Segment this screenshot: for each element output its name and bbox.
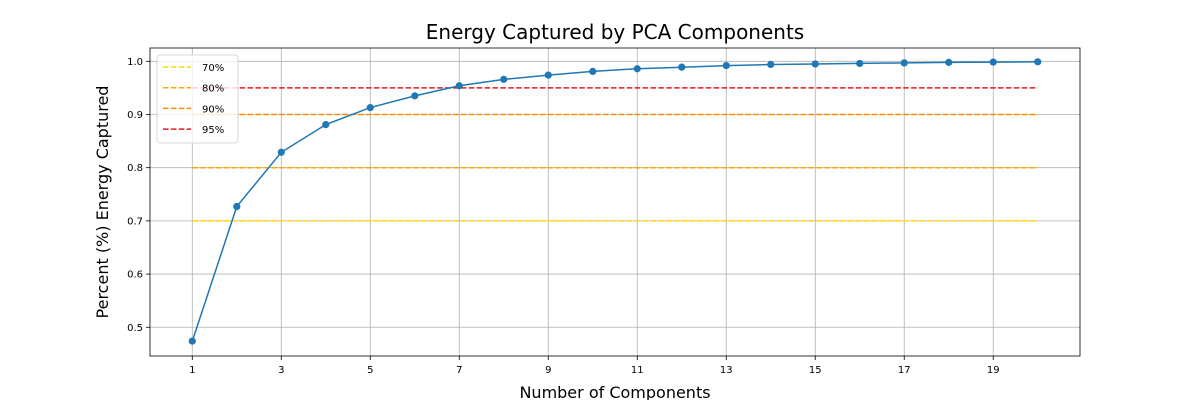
grid — [150, 48, 1080, 356]
y-tick-label: 0.8 — [127, 163, 143, 174]
data-point — [544, 71, 552, 79]
x-tick-label: 1 — [189, 365, 195, 376]
data-point — [678, 63, 686, 71]
legend: 70% 80% 90% 95% — [156, 54, 239, 144]
y-axis-ticks: 0.5 0.6 0.7 0.8 0.9 1.0 — [127, 57, 150, 334]
data-point — [233, 202, 241, 211]
data-point — [589, 67, 597, 76]
threshold-lines — [192, 87, 1038, 222]
x-tick-label: 11 — [631, 365, 644, 376]
data-point — [945, 58, 953, 66]
data-point — [188, 337, 196, 345]
legend-label: 70% — [202, 63, 224, 74]
data-point — [722, 61, 730, 70]
x-tick-label: 13 — [720, 365, 733, 376]
x-tick-label: 17 — [898, 365, 911, 376]
data-point — [633, 65, 641, 73]
data-point — [500, 75, 508, 83]
chart-title: Energy Captured by PCA Components — [426, 20, 804, 44]
data-point — [856, 59, 864, 68]
data-point — [277, 148, 285, 156]
data-point — [811, 60, 819, 68]
plot-frame — [149, 47, 1081, 357]
legend-label: 95% — [202, 125, 224, 136]
y-tick-label: 1.0 — [127, 57, 143, 68]
x-tick-label: 7 — [456, 365, 462, 376]
data-point — [366, 103, 374, 112]
y-tick-label: 0.6 — [127, 270, 143, 281]
x-tick-label: 15 — [809, 365, 822, 376]
x-axis-ticks: 1 3 5 7 9 11 13 15 17 19 — [189, 356, 1000, 376]
series-line — [191, 61, 1038, 342]
x-axis-label: Number of Components — [519, 383, 710, 400]
legend-label: 80% — [202, 84, 224, 95]
x-tick-label: 9 — [545, 365, 551, 376]
data-point — [767, 60, 775, 69]
data-point — [989, 58, 997, 66]
y-tick-label: 0.9 — [127, 110, 143, 121]
x-tick-label: 19 — [987, 365, 1000, 376]
x-tick-label: 3 — [278, 365, 284, 376]
data-point — [455, 82, 463, 90]
legend-box — [156, 54, 239, 144]
y-tick-label: 0.5 — [127, 323, 143, 334]
x-tick-label: 5 — [367, 365, 373, 376]
data-point — [322, 121, 330, 129]
y-axis-label: Percent (%) Energy Captured — [93, 86, 112, 319]
y-tick-label: 0.7 — [127, 216, 143, 227]
data-point — [1034, 58, 1042, 66]
data-point — [900, 59, 908, 67]
legend-label: 90% — [202, 104, 224, 115]
series-layer — [188, 58, 1042, 345]
data-point — [411, 92, 419, 100]
